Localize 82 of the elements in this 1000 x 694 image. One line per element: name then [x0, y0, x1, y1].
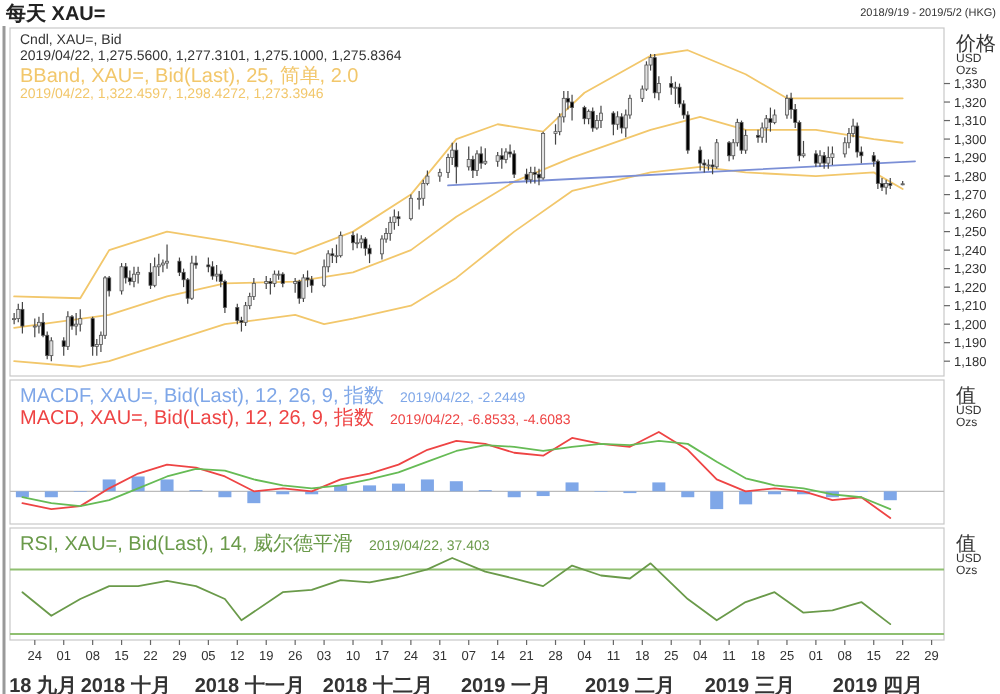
candlestick	[49, 336, 54, 362]
bar	[565, 482, 579, 492]
candlestick	[74, 312, 79, 336]
candlestick	[756, 129, 760, 144]
candlestick	[669, 75, 674, 96]
candlestick	[789, 92, 794, 120]
candlestick	[842, 136, 847, 159]
candlestick	[148, 262, 153, 290]
candlestick	[673, 81, 678, 105]
candlestick	[541, 131, 546, 181]
candlestick	[512, 149, 517, 179]
candlestick	[743, 129, 748, 155]
candlestick	[475, 149, 479, 177]
bar	[681, 491, 695, 498]
candlestick	[243, 301, 248, 327]
candlestick	[615, 110, 620, 131]
bar	[652, 482, 666, 492]
candlestick	[363, 236, 368, 257]
bar	[44, 491, 58, 498]
bar	[15, 491, 29, 498]
bar	[391, 483, 405, 492]
candlestick	[408, 194, 413, 222]
text: RSI, XAU=, Bid(Last), 14, 威尔德平滑	[20, 532, 353, 556]
candlestick	[322, 258, 327, 288]
candlestick	[351, 231, 355, 251]
bar	[363, 485, 377, 492]
text: MACDF, XAU=, Bid(Last), 12, 26, 9, 指数	[20, 384, 385, 408]
candlestick	[826, 145, 831, 170]
line-series	[13, 49, 904, 300]
candlestick	[388, 216, 393, 242]
candlestick	[582, 105, 587, 125]
candlestick	[78, 308, 83, 333]
candlestick	[297, 279, 302, 305]
candlestick	[65, 310, 70, 351]
candlestick	[90, 316, 95, 357]
candlestick	[421, 179, 426, 207]
bar	[739, 491, 753, 505]
candlestick	[570, 94, 574, 122]
bar	[536, 491, 550, 497]
candlestick	[760, 121, 765, 144]
candlestick	[466, 145, 471, 172]
candlestick	[875, 158, 880, 190]
candlestick	[785, 94, 789, 120]
candlestick	[36, 316, 41, 335]
bar	[883, 491, 897, 501]
candlestick	[132, 266, 136, 288]
bar	[710, 491, 724, 510]
candlestick	[301, 273, 306, 303]
candlestick	[764, 114, 769, 144]
bar	[247, 491, 261, 504]
candlestick	[830, 145, 835, 166]
candlestick	[380, 234, 384, 260]
candlestick	[251, 277, 256, 301]
bar	[218, 491, 232, 498]
annotation: BBand, XAU=, Bid(Last), 25, 简单, 2.0	[20, 64, 360, 88]
candlestick	[32, 318, 37, 338]
candlestick	[136, 266, 141, 285]
candlestick	[367, 243, 372, 264]
candlestick	[739, 119, 744, 155]
candlestick	[235, 303, 240, 325]
candlestick	[619, 112, 624, 135]
candlestick	[727, 140, 732, 162]
candlestick	[20, 301, 25, 335]
candlestick	[152, 256, 157, 288]
candlestick	[611, 110, 616, 136]
bar	[507, 491, 521, 498]
candlestick	[189, 255, 194, 301]
candlestick	[119, 262, 124, 296]
text: MACD, XAU=, Bid(Last), 12, 26, 9, 指数	[20, 406, 375, 430]
candlestick	[599, 105, 603, 129]
bar	[449, 481, 463, 492]
bar	[420, 479, 434, 492]
candlestick	[210, 260, 215, 281]
candlestick	[855, 121, 860, 159]
candlestick	[454, 142, 459, 185]
candlestick	[714, 138, 719, 170]
chart-title: 每天 XAU=	[4, 2, 106, 26]
candlestick	[165, 243, 169, 270]
bar	[160, 479, 174, 492]
line-series	[13, 115, 904, 329]
candlestick	[338, 231, 343, 259]
candlestick	[12, 312, 17, 325]
